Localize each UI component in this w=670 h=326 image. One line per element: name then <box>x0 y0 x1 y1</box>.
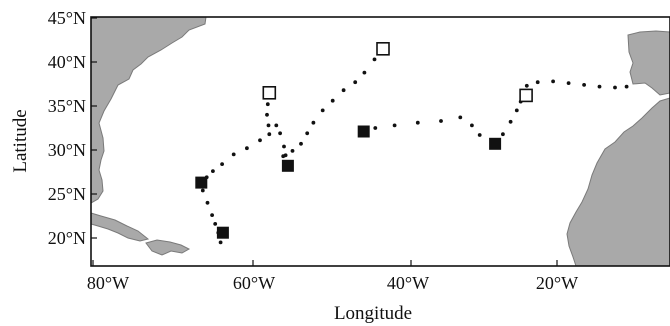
y-tick-label: 30°N <box>48 140 86 160</box>
filled-square-marker <box>281 159 294 172</box>
land-iberia <box>627 30 670 96</box>
track-point <box>210 213 215 218</box>
filled-square-marker <box>216 226 229 239</box>
y-tick-label: 45°N <box>48 8 86 28</box>
track-point <box>213 222 218 226</box>
x-axis-title: Longitude <box>334 303 412 324</box>
y-axis-title: Latitude <box>10 109 31 172</box>
track-point <box>274 123 279 128</box>
y-tick-label: 20°N <box>48 228 86 248</box>
y-axis: 20°N 25°N 30°N 35°N 40°N 45°N Latitude <box>10 8 97 248</box>
track-point <box>524 83 529 88</box>
y-tick-label: 35°N <box>48 96 86 116</box>
track-point <box>613 85 617 90</box>
land-cuba <box>91 212 150 242</box>
track-dots <box>197 46 629 245</box>
markers <box>195 41 533 239</box>
track-point <box>245 146 249 151</box>
y-tick-label: 40°N <box>48 52 86 72</box>
track-point <box>231 152 236 157</box>
track-point <box>372 57 377 62</box>
track-point <box>470 123 474 128</box>
track-point <box>551 79 555 84</box>
open-square-marker <box>262 86 277 100</box>
open-square-marker <box>519 88 533 103</box>
land-hispaniola <box>145 239 191 256</box>
track-point <box>205 200 210 205</box>
x-axis: 80°W 60°W 40°W 20°W Longitude <box>87 260 578 324</box>
track-point <box>458 115 463 120</box>
filled-square-marker <box>357 125 370 138</box>
track-point <box>258 138 262 143</box>
track-point <box>624 84 629 89</box>
track-point <box>211 169 215 174</box>
x-tick-label: 40°W <box>387 273 429 293</box>
track-point <box>566 81 571 85</box>
track-point <box>362 70 367 75</box>
plot-frame <box>90 16 670 267</box>
track-point <box>501 132 505 137</box>
track-point <box>373 126 378 130</box>
land-north-america <box>91 17 207 204</box>
track-point <box>535 80 540 85</box>
plot-area <box>90 16 670 267</box>
track-point <box>415 120 420 125</box>
track-point <box>439 119 443 123</box>
track-point <box>477 133 482 137</box>
track-point <box>265 112 269 117</box>
track-point <box>392 123 397 128</box>
track-point <box>311 120 316 125</box>
y-tick-label: 25°N <box>48 184 86 204</box>
track-point <box>266 123 271 128</box>
track-point <box>508 119 513 124</box>
track-point <box>278 131 282 136</box>
track-point <box>353 80 358 85</box>
x-tick-label: 80°W <box>87 273 129 293</box>
track-point <box>320 108 325 113</box>
land-africa <box>566 97 670 266</box>
open-square-marker <box>376 41 390 56</box>
track-point <box>220 162 225 167</box>
track-point <box>305 131 310 136</box>
track-point <box>341 88 346 93</box>
filled-square-marker <box>489 137 502 150</box>
track-point <box>299 141 303 146</box>
track-point <box>200 188 205 193</box>
track-point <box>597 84 602 89</box>
track-point <box>218 240 223 245</box>
track-point <box>265 102 270 107</box>
track-point <box>281 154 286 159</box>
x-tick-label: 20°W <box>536 273 578 293</box>
x-tick-label: 60°W <box>233 273 275 293</box>
filled-square-marker <box>195 176 208 189</box>
track-point <box>282 144 286 149</box>
track-point <box>514 108 519 113</box>
track-point <box>582 83 586 87</box>
track-point <box>267 132 272 137</box>
track-point <box>290 149 295 153</box>
track-point <box>330 98 335 103</box>
